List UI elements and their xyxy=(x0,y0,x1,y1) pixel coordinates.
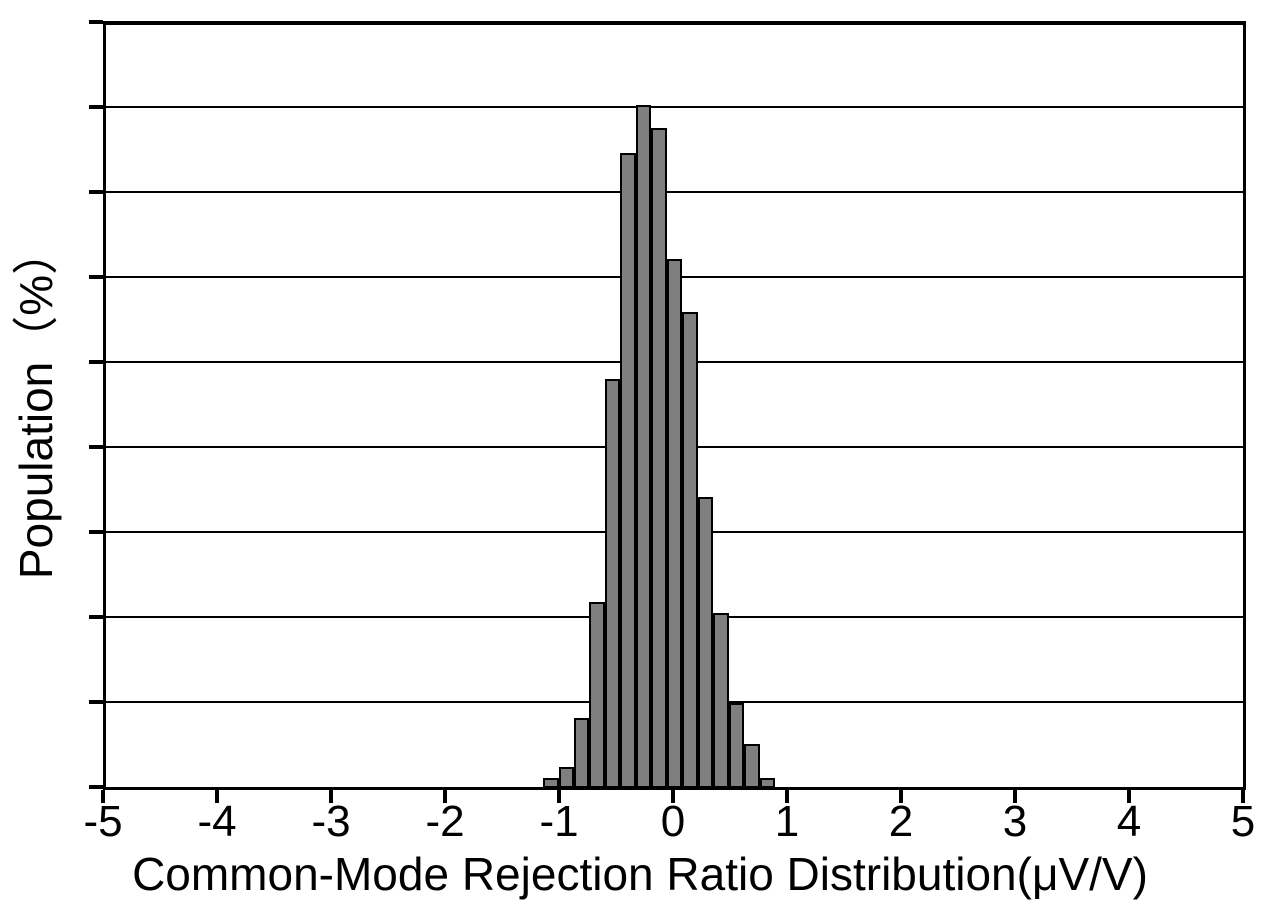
y-tick-mark xyxy=(89,445,103,449)
x-tick-label: 5 xyxy=(1230,797,1256,846)
x-tick-label: 4 xyxy=(1116,797,1142,846)
y-tick-mark xyxy=(89,105,103,109)
histogram-bar xyxy=(604,379,621,788)
x-tick-mark xyxy=(1127,790,1131,803)
x-tick-mark xyxy=(215,790,219,803)
y-tick-mark xyxy=(89,700,103,704)
y-axis-title: Population（%） xyxy=(10,228,62,580)
y-tick-mark xyxy=(89,20,103,24)
y-tick-mark xyxy=(89,360,103,364)
x-tick-mark xyxy=(329,790,333,803)
histogram-bar xyxy=(620,152,636,788)
histogram-bar xyxy=(589,601,605,788)
x-tick-label: 2 xyxy=(888,797,914,846)
x-axis-title: Common-Mode Rejection Ratio Distribution… xyxy=(132,848,1148,900)
y-tick-mark xyxy=(89,615,103,619)
histogram-bar xyxy=(728,702,745,788)
y-tick-mark xyxy=(89,530,103,534)
histogram-bar xyxy=(558,766,575,788)
x-tick-label: -3 xyxy=(311,797,351,846)
x-tick-label: -5 xyxy=(83,797,123,846)
gridline xyxy=(103,106,1243,108)
histogram-bar xyxy=(651,128,667,788)
x-tick-mark xyxy=(1013,790,1017,803)
x-tick-label: 3 xyxy=(1002,797,1028,846)
plot-top-border xyxy=(103,21,1246,25)
x-tick-label: 0 xyxy=(660,797,686,846)
x-tick-label: -1 xyxy=(539,797,579,846)
x-tick-mark xyxy=(101,790,105,803)
histogram-bar xyxy=(697,497,714,788)
x-tick-label: 1 xyxy=(774,797,800,846)
histogram-bar xyxy=(635,105,652,788)
x-tick-label: -2 xyxy=(425,797,465,846)
x-tick-mark xyxy=(443,790,447,803)
x-tick-mark xyxy=(671,790,675,803)
y-tick-mark xyxy=(89,275,103,279)
y-tick-mark xyxy=(89,190,103,194)
x-tick-mark xyxy=(1241,790,1245,803)
x-tick-mark xyxy=(899,790,903,803)
histogram-bar xyxy=(759,777,776,788)
plot-right-border xyxy=(1243,22,1246,790)
histogram-bar xyxy=(713,612,729,788)
x-tick-mark xyxy=(785,790,789,803)
y-tick-mark xyxy=(89,785,103,789)
histogram-bar xyxy=(543,777,559,788)
histogram-bar xyxy=(666,259,683,788)
histogram-bar xyxy=(573,718,590,788)
x-tick-label: -4 xyxy=(197,797,237,846)
y-axis-line xyxy=(103,22,106,790)
x-tick-mark xyxy=(557,790,561,803)
gridline xyxy=(103,191,1243,193)
histogram-bar xyxy=(682,311,698,788)
x-axis-line xyxy=(103,787,1246,790)
histogram-bar xyxy=(744,743,760,788)
